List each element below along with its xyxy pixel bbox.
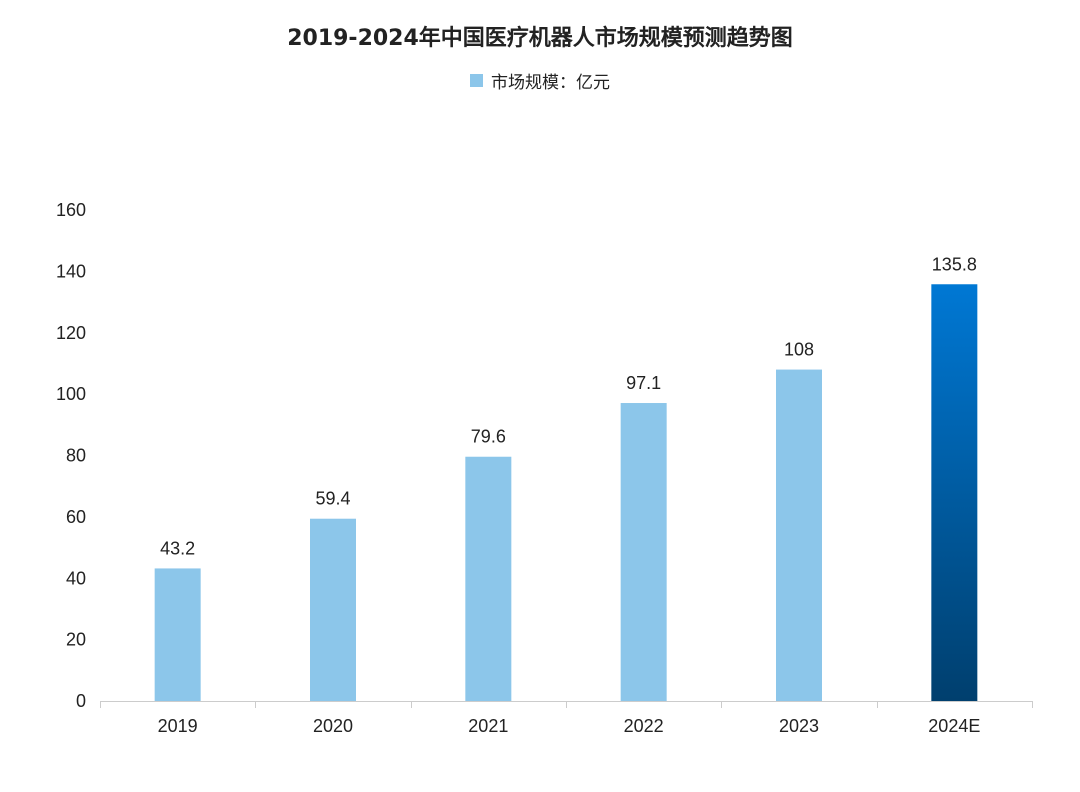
bar-2021 xyxy=(465,456,512,701)
y-tick-label: 40 xyxy=(66,568,86,588)
data-label: 97.1 xyxy=(626,373,661,393)
x-tick-label: 2023 xyxy=(779,716,819,736)
y-tick-label: 120 xyxy=(56,323,86,343)
y-tick-label: 80 xyxy=(66,446,86,466)
legend: 市场规模：亿元 xyxy=(0,68,1080,93)
data-label: 59.4 xyxy=(315,489,350,509)
bar-2024E xyxy=(931,284,978,701)
data-label: 135.8 xyxy=(932,254,977,274)
x-tick-label: 2024E xyxy=(928,716,980,736)
legend-swatch xyxy=(470,74,483,87)
legend-label: 市场规模：亿元 xyxy=(491,73,610,93)
chart-title: 2019-2024年中国医疗机器人市场规模预测趋势图 xyxy=(287,26,793,51)
data-label: 108 xyxy=(784,340,814,360)
bar-2023 xyxy=(776,369,822,701)
bar-2022 xyxy=(620,403,667,701)
data-label: 79.6 xyxy=(471,427,506,447)
x-tick-label: 2019 xyxy=(158,716,198,736)
data-label: 43.2 xyxy=(160,538,195,558)
y-tick-label: 140 xyxy=(56,261,86,281)
y-tick-label: 160 xyxy=(56,200,86,220)
y-tick-label: 0 xyxy=(76,691,86,711)
x-tick-label: 2022 xyxy=(624,716,664,736)
x-tick-label: 2021 xyxy=(468,716,508,736)
bar-2020 xyxy=(310,518,356,701)
x-tick-label: 2020 xyxy=(313,716,353,736)
y-tick-label: 100 xyxy=(56,384,86,404)
y-tick-label: 60 xyxy=(66,507,86,527)
y-tick-label: 20 xyxy=(66,630,86,650)
bar-2019 xyxy=(154,568,201,701)
